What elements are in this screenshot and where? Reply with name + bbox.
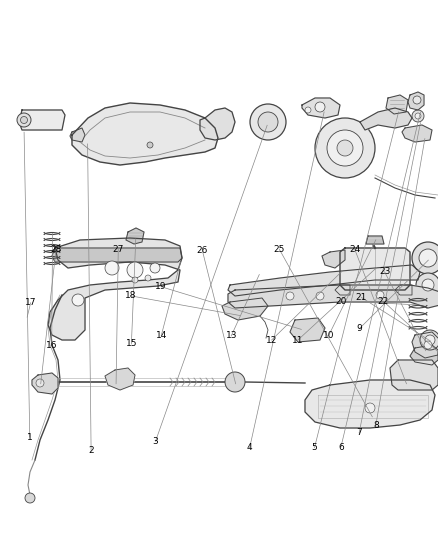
Circle shape <box>416 273 438 297</box>
Circle shape <box>376 291 384 299</box>
Circle shape <box>72 294 84 306</box>
Circle shape <box>286 292 294 300</box>
Text: 13: 13 <box>226 332 237 340</box>
Circle shape <box>425 335 435 345</box>
Circle shape <box>420 330 438 350</box>
Circle shape <box>415 113 421 119</box>
Polygon shape <box>105 368 135 390</box>
Text: 16: 16 <box>46 341 57 350</box>
Circle shape <box>132 277 138 283</box>
Text: 19: 19 <box>155 282 167 291</box>
Circle shape <box>225 372 245 392</box>
Polygon shape <box>222 298 268 320</box>
Polygon shape <box>386 95 408 114</box>
Circle shape <box>250 104 286 140</box>
Polygon shape <box>395 285 412 295</box>
Polygon shape <box>228 265 420 296</box>
Text: 24: 24 <box>349 245 360 254</box>
Circle shape <box>315 102 325 112</box>
Polygon shape <box>410 345 438 365</box>
Circle shape <box>419 249 437 267</box>
Circle shape <box>36 379 44 387</box>
Text: 9: 9 <box>356 325 362 333</box>
Polygon shape <box>32 373 58 394</box>
Text: 11: 11 <box>292 336 304 344</box>
Text: 21: 21 <box>356 293 367 302</box>
Polygon shape <box>70 128 85 142</box>
Circle shape <box>25 493 35 503</box>
Circle shape <box>327 130 363 166</box>
Polygon shape <box>390 360 438 390</box>
Text: 18: 18 <box>125 292 136 300</box>
Text: 15: 15 <box>126 340 137 348</box>
Circle shape <box>315 118 375 178</box>
Circle shape <box>413 96 421 104</box>
Polygon shape <box>412 332 438 358</box>
Text: 20: 20 <box>335 297 346 305</box>
Text: 6: 6 <box>338 443 344 452</box>
Circle shape <box>147 142 153 148</box>
Polygon shape <box>126 228 144 244</box>
Circle shape <box>337 140 353 156</box>
Text: 27: 27 <box>113 245 124 254</box>
Polygon shape <box>290 318 325 342</box>
Polygon shape <box>228 285 438 308</box>
Text: 28: 28 <box>50 245 62 254</box>
Circle shape <box>258 112 278 132</box>
Circle shape <box>105 261 119 275</box>
Circle shape <box>145 275 151 281</box>
Polygon shape <box>335 285 350 295</box>
Circle shape <box>412 110 424 122</box>
Polygon shape <box>72 103 218 165</box>
Polygon shape <box>52 248 182 262</box>
Circle shape <box>150 263 160 273</box>
Text: 5: 5 <box>311 443 318 452</box>
Text: 4: 4 <box>247 443 252 452</box>
Text: 12: 12 <box>266 336 277 344</box>
Polygon shape <box>340 248 410 290</box>
Polygon shape <box>19 110 65 130</box>
Text: 1: 1 <box>27 433 33 441</box>
Circle shape <box>316 292 324 300</box>
Circle shape <box>21 117 28 124</box>
Polygon shape <box>302 98 340 118</box>
Polygon shape <box>305 380 435 428</box>
Text: 26: 26 <box>197 246 208 255</box>
Circle shape <box>365 403 375 413</box>
Text: 23: 23 <box>379 268 390 276</box>
Circle shape <box>424 341 432 349</box>
Polygon shape <box>360 108 412 130</box>
Polygon shape <box>200 108 235 140</box>
Polygon shape <box>402 125 432 142</box>
Text: 8: 8 <box>373 421 379 430</box>
Text: 14: 14 <box>155 332 167 340</box>
Circle shape <box>422 279 434 291</box>
Circle shape <box>412 242 438 274</box>
Circle shape <box>127 262 143 278</box>
Polygon shape <box>408 92 424 110</box>
Text: 10: 10 <box>323 332 334 340</box>
Text: 17: 17 <box>25 298 36 307</box>
Circle shape <box>17 113 31 127</box>
Text: 22: 22 <box>378 297 389 305</box>
Text: 25: 25 <box>274 245 285 254</box>
Circle shape <box>305 107 311 113</box>
Polygon shape <box>48 238 182 340</box>
Text: 2: 2 <box>88 446 94 455</box>
Text: 7: 7 <box>356 429 362 437</box>
Text: 3: 3 <box>152 437 159 446</box>
Polygon shape <box>322 250 345 268</box>
Polygon shape <box>366 236 384 244</box>
